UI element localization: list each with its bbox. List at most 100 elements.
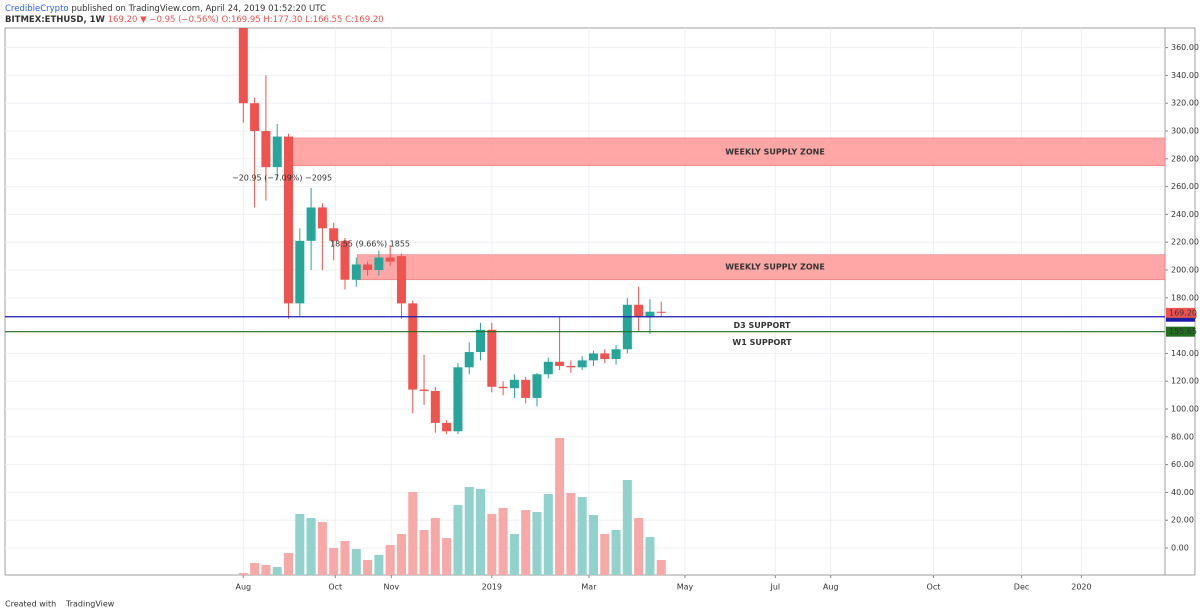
candle-body	[487, 329, 497, 387]
x-tick-label: Aug	[823, 583, 839, 592]
published: published on TradingView.com, April 24, …	[71, 4, 326, 14]
candle-body	[272, 136, 282, 168]
x-tick-label: Nov	[383, 583, 399, 592]
symbol: BITMEX:ETHUSD, 1W	[5, 15, 106, 25]
candle-body	[396, 256, 406, 304]
volume-bar	[419, 530, 429, 575]
candle-body	[306, 207, 316, 241]
y-tick-label: 220.00	[1171, 238, 1199, 247]
x-tick-label: 2020	[1071, 583, 1091, 592]
measure-annotation: −20.95 (−7.09%) −2095	[232, 174, 332, 183]
y-tick-label: 0.00	[1171, 544, 1189, 553]
candle-body	[656, 311, 666, 313]
candle-body	[476, 329, 486, 353]
volume-bar	[363, 560, 373, 575]
volume-bar	[645, 537, 655, 575]
candle-body	[645, 311, 655, 318]
candle-body	[577, 360, 587, 368]
candle-body	[351, 264, 361, 280]
volume-bar	[656, 560, 666, 575]
overlay: 0.00 20.00 40.00 60.00 80.00 100.00 120.00 140.…	[236, 43, 1199, 591]
ohlc: O:169.95 H:177.30 L:166.55 C:169.20	[222, 15, 384, 25]
volume-bar	[498, 508, 508, 575]
candle-body	[634, 304, 644, 318]
y-tick-label: 40.00	[1171, 488, 1194, 497]
y-tick-label: 320.00	[1171, 99, 1199, 108]
candle-body	[363, 264, 373, 271]
y-tick-label: 100.00	[1171, 405, 1199, 414]
volume-bar	[543, 494, 553, 575]
volume-bar	[464, 487, 474, 575]
volume-bar	[555, 438, 565, 575]
pane-frame	[4, 27, 1196, 576]
x-tick-label: Mar	[581, 583, 597, 592]
volume-bar	[306, 518, 316, 575]
volume-bar	[272, 567, 282, 575]
candle-body	[555, 361, 565, 366]
volume-bar	[385, 545, 395, 575]
volume-bar	[430, 518, 440, 575]
zone-label: WEEKLY SUPPLY ZONE	[725, 263, 825, 272]
y-tick-label: 300.00	[1171, 127, 1199, 136]
x-tick-label: Oct	[328, 583, 342, 592]
volume-bar	[588, 515, 598, 575]
level-price-box	[1166, 326, 1195, 337]
y-tick-label: 280.00	[1171, 154, 1199, 163]
volume-bar	[295, 514, 305, 575]
volume-bar	[261, 565, 271, 575]
candle-body	[250, 103, 260, 132]
y-tick-label: 180.00	[1171, 293, 1199, 302]
y-tick-label: 120.00	[1171, 377, 1199, 386]
y-tick-label: 340.00	[1171, 71, 1199, 80]
y-tick-label: 200.00	[1171, 266, 1199, 275]
volume-bar	[600, 534, 610, 575]
candle-body	[430, 390, 440, 423]
volume-bar	[611, 530, 621, 575]
candle-body	[543, 361, 553, 375]
volume-bar	[374, 555, 384, 575]
candle-body	[284, 136, 294, 304]
x-tick-label: 2019	[482, 583, 502, 592]
candle-body	[521, 379, 531, 398]
volume-bar	[340, 541, 350, 575]
measure-annotation: 18.55 (9.66%) 1855	[330, 240, 410, 249]
volume-bar	[317, 522, 327, 575]
supply-zone	[357, 254, 1165, 281]
volume-bar	[351, 549, 361, 575]
last-price-box	[1166, 307, 1195, 318]
volume-bar	[442, 538, 452, 575]
volume-bar	[408, 492, 418, 575]
y-tick-label: 80.00	[1171, 432, 1194, 441]
candle-body	[408, 303, 418, 390]
candle-body	[498, 386, 508, 389]
candle-body	[295, 240, 305, 304]
volume-bar	[283, 553, 294, 575]
candle-body	[442, 422, 452, 432]
last: 169.20	[108, 15, 138, 25]
volume-bar	[250, 563, 260, 575]
candle-body	[419, 389, 429, 391]
footer-text: Created with	[5, 600, 56, 609]
y-tick-label: 240.00	[1171, 210, 1199, 219]
candle-body	[385, 257, 395, 262]
y-tick-label: 60.00	[1171, 460, 1194, 469]
y-tick-label: 20.00	[1171, 516, 1194, 525]
change: ▼ −0.95 (−0.56%)	[140, 15, 219, 25]
author[interactable]: CredibleCrypto	[5, 4, 69, 14]
y-tick-label: 360.00	[1171, 43, 1199, 52]
candle-body	[509, 379, 519, 389]
volume-bar	[487, 514, 497, 575]
footer-brand[interactable]: TradingView	[65, 600, 115, 609]
plot	[5, 28, 1165, 575]
symbol-line: BITMEX:ETHUSD, 1W 169.20 ▼ −0.95 (−0.56%…	[5, 15, 384, 25]
candle-body	[317, 207, 327, 229]
last-price-label: 169.20	[1169, 308, 1197, 317]
x-tick-label: Jul	[769, 583, 780, 592]
volume-bar	[532, 512, 542, 575]
x-tick-label: Aug	[236, 583, 252, 592]
level-price-label: 155.65	[1169, 327, 1197, 336]
zone-label: WEEKLY SUPPLY ZONE	[725, 147, 825, 156]
candle-body	[588, 353, 598, 361]
volume-bar	[238, 573, 248, 575]
